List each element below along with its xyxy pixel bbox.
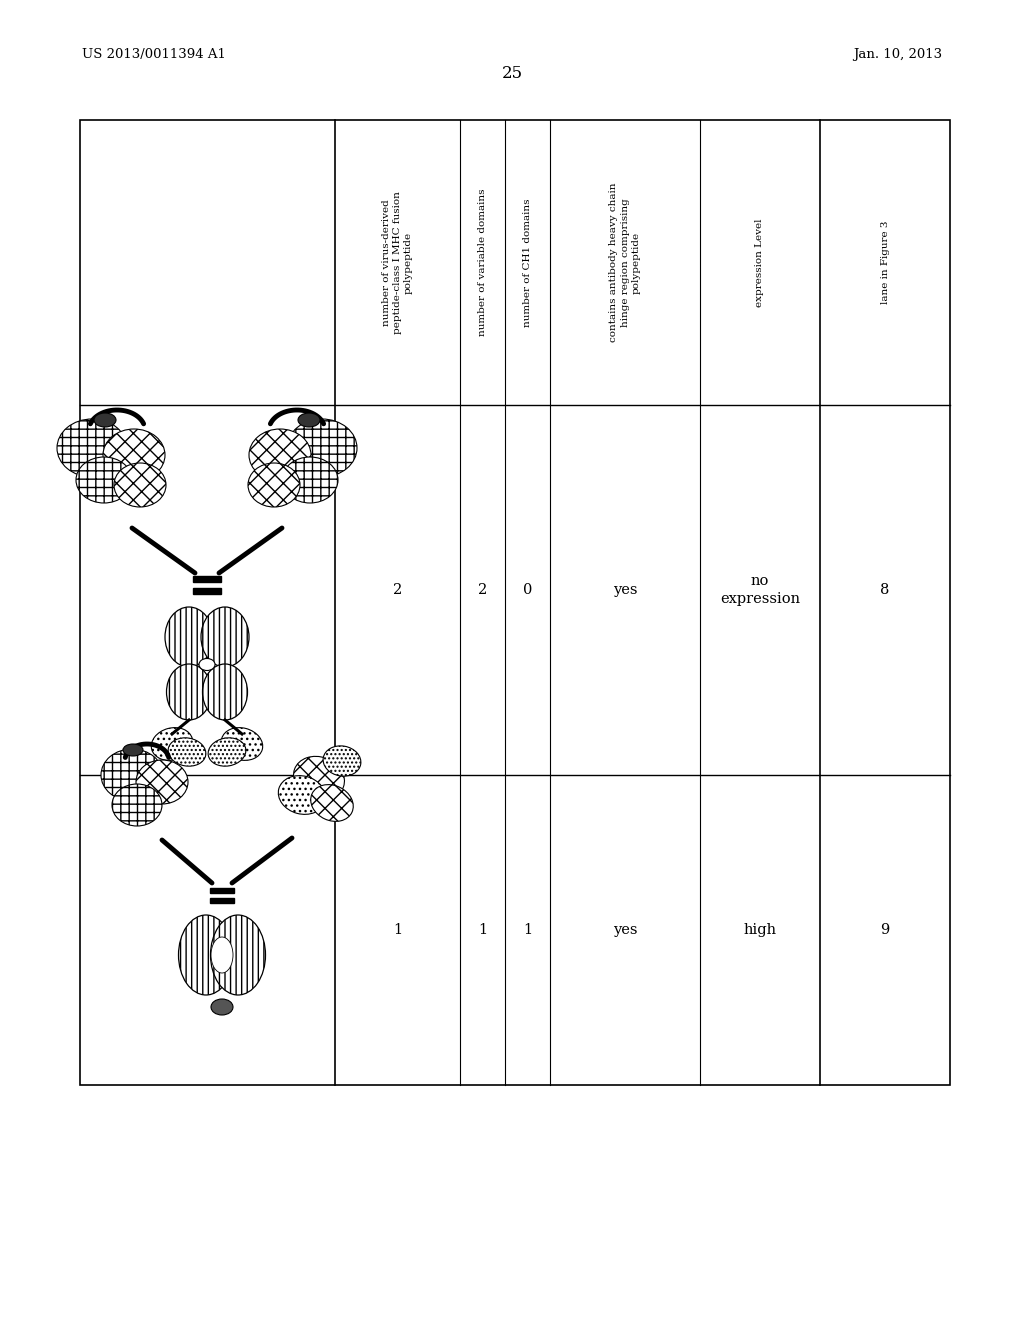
Ellipse shape <box>294 756 344 800</box>
Ellipse shape <box>101 748 163 801</box>
Ellipse shape <box>211 937 233 973</box>
Ellipse shape <box>103 429 165 480</box>
Ellipse shape <box>114 463 166 507</box>
Text: number of CH1 domains: number of CH1 domains <box>523 198 532 327</box>
Text: 2: 2 <box>478 583 487 597</box>
Bar <box>210 887 234 892</box>
Text: no
expression: no expression <box>720 574 800 606</box>
Text: 1: 1 <box>523 923 532 937</box>
Ellipse shape <box>211 937 233 973</box>
Ellipse shape <box>123 744 143 756</box>
Bar <box>193 587 221 594</box>
Ellipse shape <box>249 429 311 480</box>
Text: yes: yes <box>612 923 637 937</box>
Ellipse shape <box>136 760 188 804</box>
Text: expression Level: expression Level <box>756 218 765 306</box>
Ellipse shape <box>152 727 193 760</box>
Bar <box>210 898 234 903</box>
Ellipse shape <box>208 738 246 766</box>
Text: 9: 9 <box>881 923 890 937</box>
Ellipse shape <box>199 659 215 671</box>
Ellipse shape <box>279 776 326 814</box>
Text: high: high <box>743 923 776 937</box>
Text: 8: 8 <box>881 583 890 597</box>
Ellipse shape <box>310 784 353 821</box>
Text: 25: 25 <box>502 65 522 82</box>
Ellipse shape <box>167 664 212 719</box>
Ellipse shape <box>248 463 300 507</box>
Ellipse shape <box>178 915 233 995</box>
Text: contains antibody heavy chain
hinge region comprising
polypeptide: contains antibody heavy chain hinge regi… <box>609 182 641 342</box>
Text: yes: yes <box>612 583 637 597</box>
Ellipse shape <box>165 607 213 667</box>
Text: 1: 1 <box>393 923 402 937</box>
Bar <box>80 120 950 1085</box>
Bar <box>193 576 221 582</box>
Text: US 2013/0011394 A1: US 2013/0011394 A1 <box>82 48 226 61</box>
Ellipse shape <box>76 457 132 503</box>
Ellipse shape <box>287 418 357 477</box>
Text: Jan. 10, 2013: Jan. 10, 2013 <box>853 48 942 61</box>
Ellipse shape <box>298 413 319 426</box>
Ellipse shape <box>221 727 263 760</box>
Ellipse shape <box>203 664 248 719</box>
Text: number of variable domains: number of variable domains <box>478 189 487 337</box>
Ellipse shape <box>57 418 127 477</box>
Text: number of virus-derived
peptide-class I MHC fusion
polypeptide: number of virus-derived peptide-class I … <box>382 191 413 334</box>
Text: lane in Figure 3: lane in Figure 3 <box>881 220 890 304</box>
Text: 2: 2 <box>393 583 402 597</box>
Text: 1: 1 <box>478 923 487 937</box>
Ellipse shape <box>112 784 162 826</box>
Ellipse shape <box>94 413 116 426</box>
Text: 0: 0 <box>523 583 532 597</box>
Ellipse shape <box>282 457 338 503</box>
Ellipse shape <box>211 999 233 1015</box>
Ellipse shape <box>211 915 265 995</box>
Ellipse shape <box>168 738 206 766</box>
Ellipse shape <box>324 746 360 776</box>
Ellipse shape <box>201 607 249 667</box>
